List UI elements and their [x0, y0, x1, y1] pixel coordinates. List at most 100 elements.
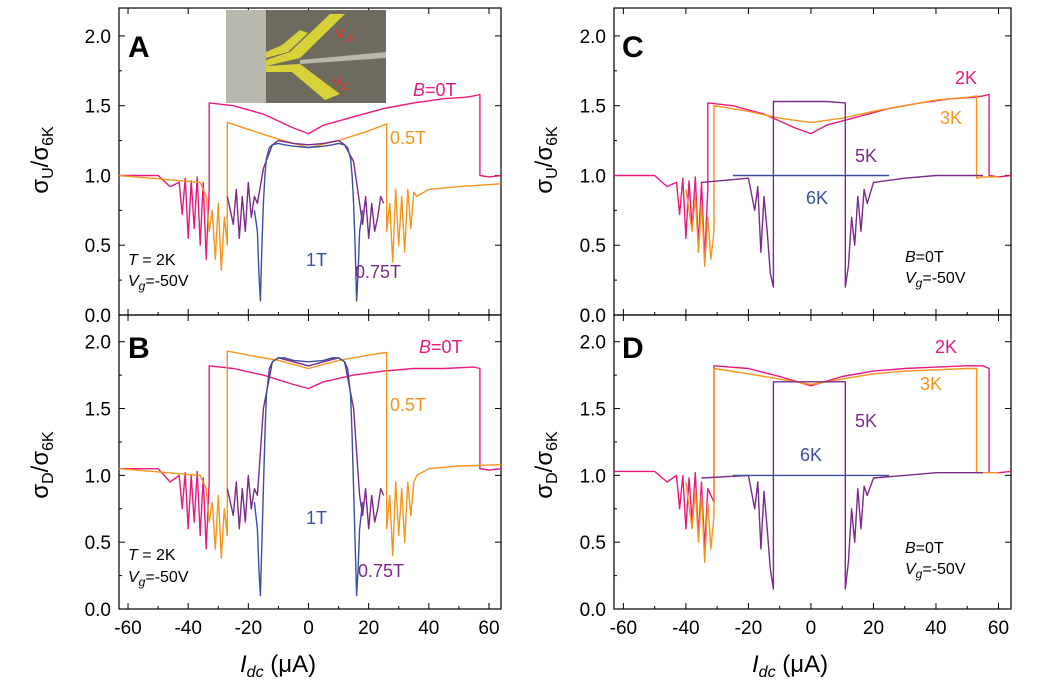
- condition-V-value: =-50V: [145, 569, 188, 586]
- device-inset-photo: VU VD: [226, 10, 386, 103]
- series-label: 0.5T: [390, 128, 426, 148]
- y-tick-label: 0.0: [580, 306, 606, 327]
- x-tick-label: 0: [303, 618, 314, 639]
- series-label: 2K: [935, 337, 957, 357]
- series-line-1T: [253, 142, 364, 302]
- condition-V-value: =-50V: [145, 273, 188, 290]
- series-label: 1T: [306, 250, 327, 270]
- condition-V-sub: g: [139, 575, 146, 589]
- condition-B: B: [905, 249, 916, 266]
- y-axis-title-sigma: σ: [27, 179, 54, 194]
- y-tick-label: 0.0: [85, 306, 111, 327]
- x-tick-label: -60: [114, 618, 141, 639]
- y-tick-label: 2.0: [580, 333, 606, 354]
- series-line-B-0T: [119, 93, 501, 260]
- condition-line-1: T = 2K: [128, 252, 176, 269]
- y-axis-title-slash: /σ: [531, 146, 558, 168]
- x-tick-label: -40: [174, 618, 201, 639]
- series-line-2K: [614, 93, 1011, 260]
- series-line-1T: [253, 357, 364, 597]
- series-label: 0.75T: [358, 561, 404, 581]
- y-axis-title: σU/σ6K: [531, 126, 561, 194]
- series-label: 5K: [855, 146, 877, 166]
- condition-V: V: [128, 569, 140, 586]
- condition-line-1: B=0T: [905, 540, 944, 557]
- panel-letter: D: [622, 332, 644, 365]
- panel-frame: [118, 314, 502, 610]
- y-axis-title-sub: D: [544, 472, 561, 484]
- y-tick-label: 1.0: [85, 466, 111, 487]
- y-tick-label: 1.5: [85, 97, 111, 118]
- series-label: 3K: [920, 374, 942, 394]
- y-tick-label: 2.0: [85, 27, 111, 48]
- series-line-0-75T: [226, 357, 385, 530]
- x-tick-label: -20: [735, 618, 762, 639]
- condition-V: V: [905, 270, 917, 287]
- y-axis-title-sigma: σ: [27, 484, 54, 499]
- y-axis-title-sub: D: [40, 472, 57, 484]
- series-group: [614, 93, 1011, 288]
- condition-line-2: Vg=-50V: [905, 270, 966, 290]
- series-label-value: =0T: [425, 80, 457, 100]
- x-tick-label: -20: [235, 618, 262, 639]
- y-tick-label: 0.5: [85, 236, 111, 257]
- series-group: [119, 93, 501, 302]
- y-axis-title: σD/σ6K: [27, 431, 57, 499]
- x-axis-title-right: Idc (μA): [752, 651, 828, 681]
- y-axis-title-sigma: σ: [531, 484, 558, 499]
- y-axis-title-sigma: σ: [531, 179, 558, 194]
- panel-letter: B: [128, 332, 150, 365]
- condition-line-1: T = 2K: [128, 547, 176, 564]
- x-tick-label: 60: [478, 618, 499, 639]
- x-tick-label: -60: [610, 618, 637, 639]
- x-tick-label: 40: [925, 618, 946, 639]
- condition-T: T: [128, 547, 139, 564]
- condition-V-sub: g: [916, 276, 923, 290]
- condition-B-value: =0T: [916, 249, 944, 266]
- y-axis-title-sub: U: [40, 167, 57, 179]
- series-label: B=0T: [419, 337, 463, 357]
- x-tick-label: 20: [358, 618, 379, 639]
- series-line-0-5T: [119, 121, 501, 271]
- y-axis-title-sub2: 6K: [544, 431, 561, 451]
- y-tick-label: 1.5: [85, 400, 111, 421]
- x-tick-label: 60: [988, 618, 1009, 639]
- series-group: [119, 350, 501, 597]
- y-axis-title: σD/σ6K: [531, 431, 561, 499]
- y-axis-title-sub2: 6K: [40, 126, 57, 146]
- series-line-5K: [701, 100, 983, 288]
- series-label: 5K: [855, 411, 877, 431]
- condition-line-1: B=0T: [905, 249, 944, 266]
- inset-label-upper: VU: [335, 25, 352, 45]
- y-tick-label: 0.5: [580, 533, 606, 554]
- inset-contact-pad: [226, 10, 266, 103]
- series-line-5K: [701, 381, 983, 590]
- y-tick-label: 1.0: [85, 166, 111, 187]
- y-tick-label: 0.0: [580, 600, 606, 621]
- y-tick-label: 0.0: [85, 600, 111, 621]
- y-axis-title-slash: /σ: [531, 451, 558, 473]
- y-axis-title: σU/σ6K: [27, 126, 57, 194]
- series-line-0-75T: [226, 139, 385, 240]
- y-axis-title-slash: /σ: [27, 451, 54, 473]
- panel-frame: [613, 7, 1012, 316]
- series-line-0-5T: [119, 350, 501, 559]
- condition-V-sub: g: [139, 279, 146, 293]
- x-tick-label: -40: [672, 618, 699, 639]
- inset-electrode-upper: [266, 14, 345, 66]
- y-axis-title-sub2: 6K: [544, 126, 561, 146]
- condition-V: V: [905, 561, 917, 578]
- series-label: 3K: [940, 108, 962, 128]
- y-tick-label: 1.5: [580, 97, 606, 118]
- condition-T-value: = 2K: [138, 547, 176, 564]
- y-tick-label: 1.5: [580, 400, 606, 421]
- series-label-value: =0T: [431, 337, 463, 357]
- x-axis-title-left: Idc (μA): [240, 651, 316, 681]
- series-line-3K: [685, 367, 999, 563]
- series-label: 6K: [800, 445, 822, 465]
- series-label: 0.75T: [355, 262, 401, 282]
- panel-C: 0.00.51.01.52.0σU/σ6KC2K3K5K6KB=0TVg=-50…: [531, 7, 1012, 327]
- y-tick-label: 0.5: [580, 236, 606, 257]
